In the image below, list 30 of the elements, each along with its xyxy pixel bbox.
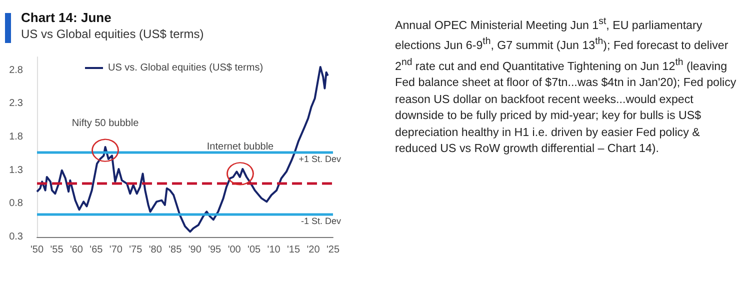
chart-subtitle: US vs Global equities (US$ terms) bbox=[21, 27, 204, 41]
x-tick-label: '10 bbox=[267, 244, 281, 256]
chart-title: Chart 14: June bbox=[21, 10, 112, 25]
y-tick-label: 0.8 bbox=[9, 198, 24, 210]
x-tick-label: '75 bbox=[129, 244, 143, 256]
x-tick-label: '70 bbox=[109, 244, 123, 256]
x-tick-label: '00 bbox=[228, 244, 242, 256]
y-tick-label: 0.3 bbox=[9, 232, 24, 242]
x-tick-label: '50 bbox=[30, 244, 44, 256]
x-tick-label: '90 bbox=[188, 244, 202, 256]
x-tick-label: '95 bbox=[208, 244, 222, 256]
ref-line-label: +1 St. Dev bbox=[298, 154, 342, 164]
x-tick-label: '15 bbox=[287, 244, 300, 256]
y-tick-label: 2.8 bbox=[9, 64, 24, 76]
x-tick-label: '05 bbox=[248, 244, 262, 256]
x-tick-label: '55 bbox=[50, 244, 64, 256]
text: Annual OPEC Ministerial Meeting Jun 1$^{st}$, EU parliamentary elections Jun 6-9$^{th}$, G7 summit (Jun 13$^{th}$); Fed forecast to deliver 2$^{nd}$ rate cut and end Quantitative Tightening on Jun 12$^{th}$ (leaving Fed balance sheet at floor of $7tn...was $4tn in Jan'20); Fed policy reason US dollar on backfoot recent weeks...would expect downside to be fully priced by mid-year; key for bulls is US$ depreciation healthy in H1 i.e. driven by easier Fed policy & reduced US vs RoW growth differential – Chart 14). bbox=[395, 16, 736, 156]
x-tick-label: '25 bbox=[326, 244, 340, 256]
y-tick-label: 1.8 bbox=[9, 132, 24, 142]
y-tick-label: 2.3 bbox=[9, 98, 24, 110]
legend-label: US vs. Global equities (US$ terms) bbox=[108, 62, 264, 74]
x-tick-label: '80 bbox=[148, 244, 162, 256]
x-tick-label: '85 bbox=[168, 244, 182, 256]
x-tick-label: '60 bbox=[70, 244, 84, 256]
x-tick-label: '65 bbox=[90, 244, 104, 256]
annotation: Internet bubble bbox=[206, 142, 274, 153]
y-tick-label: 1.3 bbox=[9, 164, 24, 176]
annotation: Nifty 50 bubble bbox=[72, 118, 140, 130]
ref-line-label: -1 St. Dev bbox=[300, 216, 342, 226]
x-tick-label: '20 bbox=[306, 244, 320, 256]
